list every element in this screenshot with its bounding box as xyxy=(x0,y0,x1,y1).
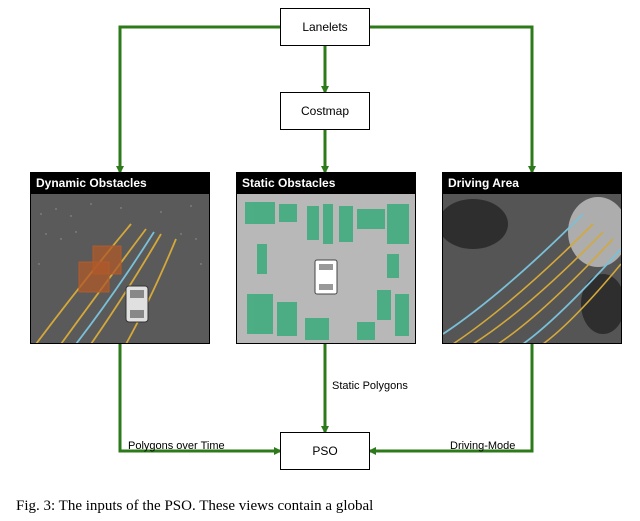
driving-area-panel: Driving Area xyxy=(442,172,622,344)
pso-node: PSO xyxy=(280,432,370,470)
costmap-label: Costmap xyxy=(301,104,349,118)
edge-label-static-polygons: Static Polygons xyxy=(332,380,408,392)
edge-label-polygons-over-time: Polygons over Time xyxy=(128,440,225,452)
costmap-node: Costmap xyxy=(280,92,370,130)
dynamic-obstacles-image xyxy=(30,194,210,344)
static-obstacles-image xyxy=(236,194,416,344)
dynamic-obstacles-panel: Dynamic Obstacles xyxy=(30,172,210,344)
static-obstacles-title: Static Obstacles xyxy=(236,172,416,194)
lanelets-label: Lanelets xyxy=(302,20,347,34)
pso-label: PSO xyxy=(312,444,337,458)
static-obstacles-panel: Static Obstacles xyxy=(236,172,416,344)
figure-caption: Fig. 3: The inputs of the PSO. These vie… xyxy=(16,498,373,515)
dynamic-obstacles-title: Dynamic Obstacles xyxy=(30,172,210,194)
driving-area-image xyxy=(442,194,622,344)
driving-area-title: Driving Area xyxy=(442,172,622,194)
edge-label-driving-mode: Driving-Mode xyxy=(450,440,515,452)
lanelets-node: Lanelets xyxy=(280,8,370,46)
